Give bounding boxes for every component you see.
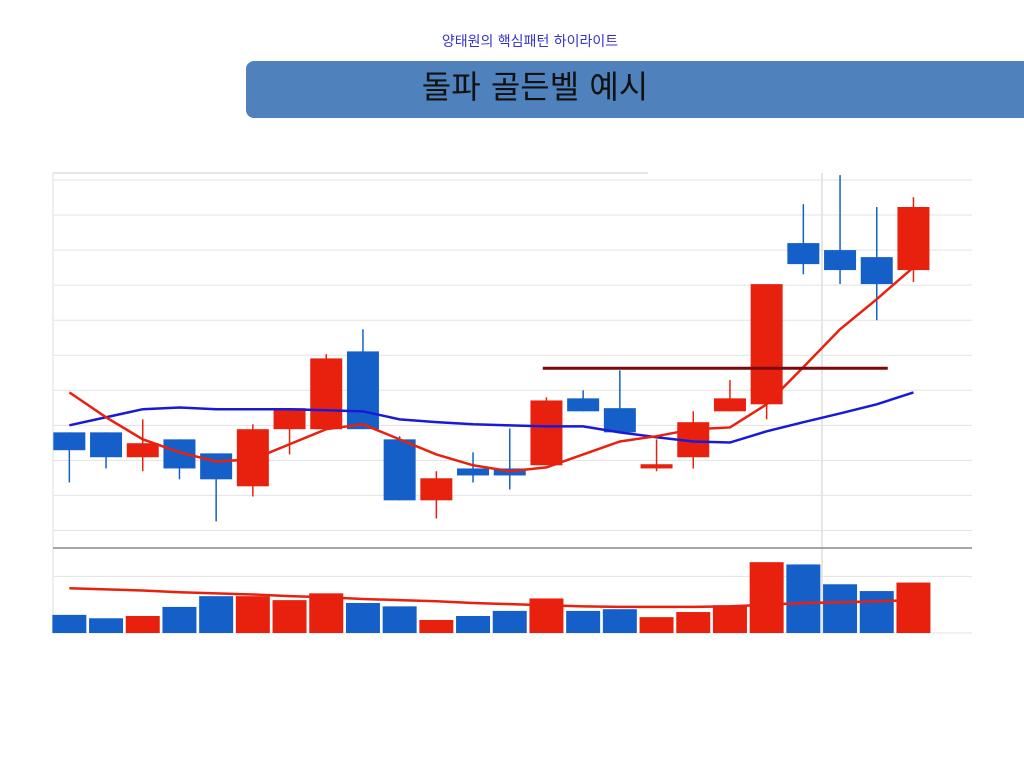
volume-bar [52,614,87,633]
volume-bar [786,564,821,633]
candle-body [457,468,490,476]
candle-body [420,478,453,501]
title-box [246,61,1024,118]
candle-body [236,429,269,487]
volume-bar [382,606,417,633]
volume-bar [272,600,307,633]
volume-bar [235,596,270,633]
volume-bar [896,582,931,633]
candle-body [897,206,930,271]
volume-bar [419,619,454,633]
candle-body [383,439,416,501]
candle-body [53,432,86,451]
candle-body [346,351,379,430]
candle-body [860,257,893,285]
moving-average [69,586,914,609]
candle-body [90,432,123,458]
volume-bar [639,617,674,633]
candle-body [530,400,563,466]
candle-body [567,398,600,412]
volume-bar [676,612,711,633]
volume-bar [712,605,747,633]
title: 돌파 골든벨 예시 [422,68,648,106]
moving-average [68,266,915,473]
volume-bar [162,606,197,633]
candle-body [310,358,343,430]
plot-area [53,173,972,633]
volume-bar [492,610,527,633]
volume-bar [602,609,637,633]
volume-bar [566,610,601,633]
candle-body [750,284,783,405]
volume-bar [309,593,344,633]
volume-bar [823,584,858,633]
candle-body [787,243,820,265]
volume-bar [859,591,894,633]
volume-bar [89,618,124,633]
volume-bar [456,616,491,633]
volume-bar [749,562,784,633]
moving-average [69,391,914,444]
candle-body [273,408,306,430]
volume-bar [199,596,234,633]
candle-body [603,408,636,433]
volume-bar [345,602,380,633]
volume-bar [125,616,160,633]
candle-body [640,464,673,469]
candle-body [126,443,159,458]
candle-body [824,250,857,271]
subtitle: 양태원의 핵심패턴 하이라이트 [442,34,618,50]
candle-body [200,453,233,480]
candle-body [713,398,746,412]
